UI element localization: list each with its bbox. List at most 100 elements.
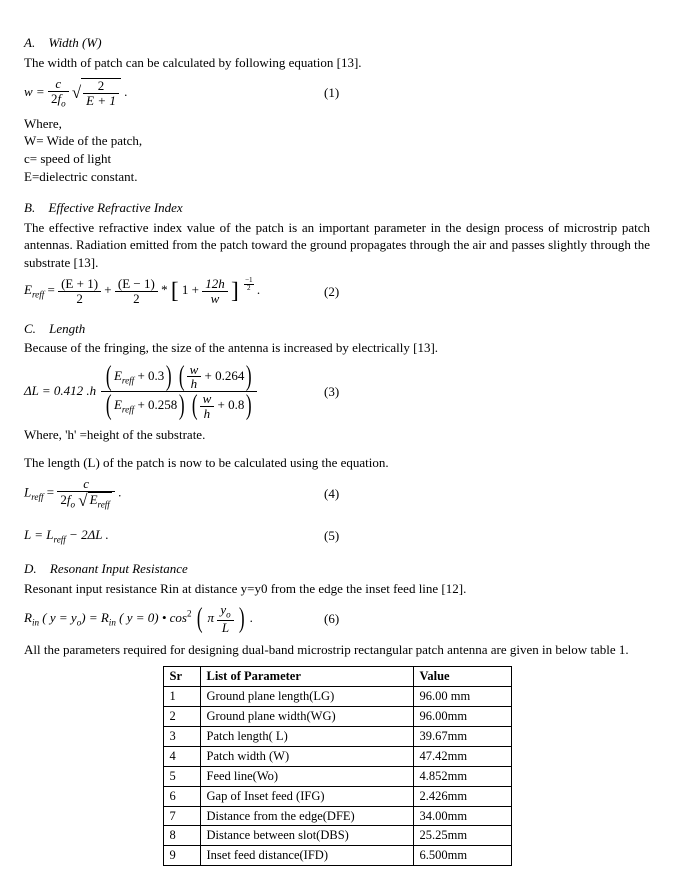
table-header-row: Sr List of Parameter Value (163, 667, 511, 687)
eq2-plus: + (104, 282, 115, 297)
section-letter: D. (24, 561, 37, 576)
table-cell-sr: 3 (163, 727, 200, 747)
table-cell-value: 4.852mm (413, 766, 511, 786)
table-cell-param: Inset feed distance(IFD) (200, 846, 413, 866)
eq2-t2n: (E − 1) (115, 277, 158, 292)
table-cell-value: 25.25mm (413, 826, 511, 846)
eq5-number: (5) (324, 527, 339, 545)
eq2-tail: . (257, 282, 260, 297)
table-cell-sr: 4 (163, 746, 200, 766)
where-label: Where, (24, 115, 650, 133)
table-cell-sr: 8 (163, 826, 200, 846)
table-cell-value: 96.00 mm (413, 687, 511, 707)
table-row: 3Patch length( L)39.67mm (163, 727, 511, 747)
table-row: 9Inset feed distance(IFD)6.500mm (163, 846, 511, 866)
table-cell-sr: 6 (163, 786, 200, 806)
eq1-rad-num: 2 (83, 79, 119, 94)
eq2-in-den: w (202, 292, 228, 306)
table-row: 4Patch width (W)47.42mm (163, 746, 511, 766)
eq1-rad-den: E + 1 (83, 94, 119, 108)
section-b-intro: The effective refractive index value of … (24, 219, 650, 272)
eq3-lhs: ΔL = 0.412 .h (24, 382, 96, 397)
where-block-a: Where, W= Wide of the patch, c= speed of… (24, 115, 650, 185)
table-cell-param: Feed line(Wo) (200, 766, 413, 786)
section-c-where: Where, 'h' =height of the substrate. (24, 426, 650, 444)
table-cell-param: Distance between slot(DBS) (200, 826, 413, 846)
table-cell-value: 96.00mm (413, 707, 511, 727)
table-cell-value: 6.500mm (413, 846, 511, 866)
eq2-inner1: 1 + (182, 282, 202, 297)
equation-1: w = c 2fo 2 E + 1 . (1) (24, 77, 650, 109)
section-title: Width (W) (48, 35, 101, 50)
eq1-den-sub: o (61, 98, 66, 108)
equation-2: Ereff = (E + 1) 2 + (E − 1) 2 * [ 1 + 12… (24, 277, 650, 305)
eq1-lhs: w = (24, 84, 45, 99)
section-title: Resonant Input Resistance (50, 561, 188, 576)
parameter-table: Sr List of Parameter Value 1Ground plane… (163, 666, 512, 866)
equation-3: ΔL = 0.412 .h (Ereff + 0.3) (wh + 0.264)… (24, 363, 650, 421)
table-cell-sr: 9 (163, 846, 200, 866)
bracket-open-icon: [ (171, 278, 179, 304)
eq4-tail: . (118, 485, 121, 500)
table-row: 5Feed line(Wo)4.852mm (163, 766, 511, 786)
table-cell-param: Ground plane width(WG) (200, 707, 413, 727)
eq1-num: c (48, 77, 69, 92)
eq5-sub: reff (54, 535, 66, 545)
table-cell-sr: 1 (163, 687, 200, 707)
table-row: 1Ground plane length(LG)96.00 mm (163, 687, 511, 707)
eq4-sub: reff (31, 492, 43, 502)
eq5-b: − 2ΔL . (66, 527, 109, 542)
eq4-num: c (57, 477, 114, 492)
eq2-sub: reff (32, 290, 44, 300)
table-header-value: Value (413, 667, 511, 687)
eq5-a: L = L (24, 527, 54, 542)
eq2-star: * (161, 282, 171, 297)
section-c-header: C. Length (24, 320, 650, 338)
eq1-number: (1) (324, 84, 339, 102)
sqrt-icon: 2 E + 1 (72, 78, 121, 107)
equation-6: Rin ( y = yo) = Rin ( y = 0) • cos2 ( π … (24, 603, 650, 635)
eq2-eq: = (48, 282, 59, 297)
table-cell-param: Patch width (W) (200, 746, 413, 766)
eq2-exp: −1 2 (244, 277, 254, 292)
section-b-header: B. Effective Refractive Index (24, 199, 650, 217)
table-cell-param: Distance from the edge(DFE) (200, 806, 413, 826)
section-c-len: The length (L) of the patch is now to be… (24, 454, 650, 472)
table-cell-param: Patch length( L) (200, 727, 413, 747)
section-letter: A. (24, 35, 35, 50)
table-cell-param: Ground plane length(LG) (200, 687, 413, 707)
table-row: 7Distance from the edge(DFE)34.00mm (163, 806, 511, 826)
table-cell-sr: 7 (163, 806, 200, 826)
section-c-intro: Because of the fringing, the size of the… (24, 339, 650, 357)
table-row: 2Ground plane width(WG)96.00mm (163, 707, 511, 727)
section-title: Effective Refractive Index (48, 200, 182, 215)
bracket-close-icon: ] (231, 278, 239, 304)
table-cell-value: 47.42mm (413, 746, 511, 766)
table-cell-value: 39.67mm (413, 727, 511, 747)
eq6-number: (6) (324, 610, 339, 628)
where-line-2: c= speed of light (24, 150, 650, 168)
eq3-number: (3) (324, 383, 339, 401)
section-title: Length (49, 321, 85, 336)
table-cell-value: 34.00mm (413, 806, 511, 826)
eq2-t1d: 2 (58, 292, 101, 306)
table-cell-value: 2.426mm (413, 786, 511, 806)
eq2-t1n: (E + 1) (58, 277, 101, 292)
eq4-eq: = (47, 485, 58, 500)
table-row: 8Distance between slot(DBS)25.25mm (163, 826, 511, 846)
where-line-3: E=dielectric constant. (24, 168, 650, 186)
eq2-in-num: 12h (202, 277, 228, 292)
eq2-E: E (24, 282, 32, 297)
table-cell-sr: 5 (163, 766, 200, 786)
eq2-t2d: 2 (115, 292, 158, 306)
section-a-intro: The width of patch can be calculated by … (24, 54, 650, 72)
equation-4: Lreff = c 2fo Ereff . (4) (24, 477, 650, 510)
eq4-number: (4) (324, 485, 339, 503)
eq2-number: (2) (324, 283, 339, 301)
table-header-sr: Sr (163, 667, 200, 687)
section-d-outro: All the parameters required for designin… (24, 641, 650, 659)
section-a-header: A. Width (W) (24, 34, 650, 52)
table-cell-sr: 2 (163, 707, 200, 727)
section-letter: B. (24, 200, 35, 215)
table-cell-param: Gap of Inset feed (IFG) (200, 786, 413, 806)
